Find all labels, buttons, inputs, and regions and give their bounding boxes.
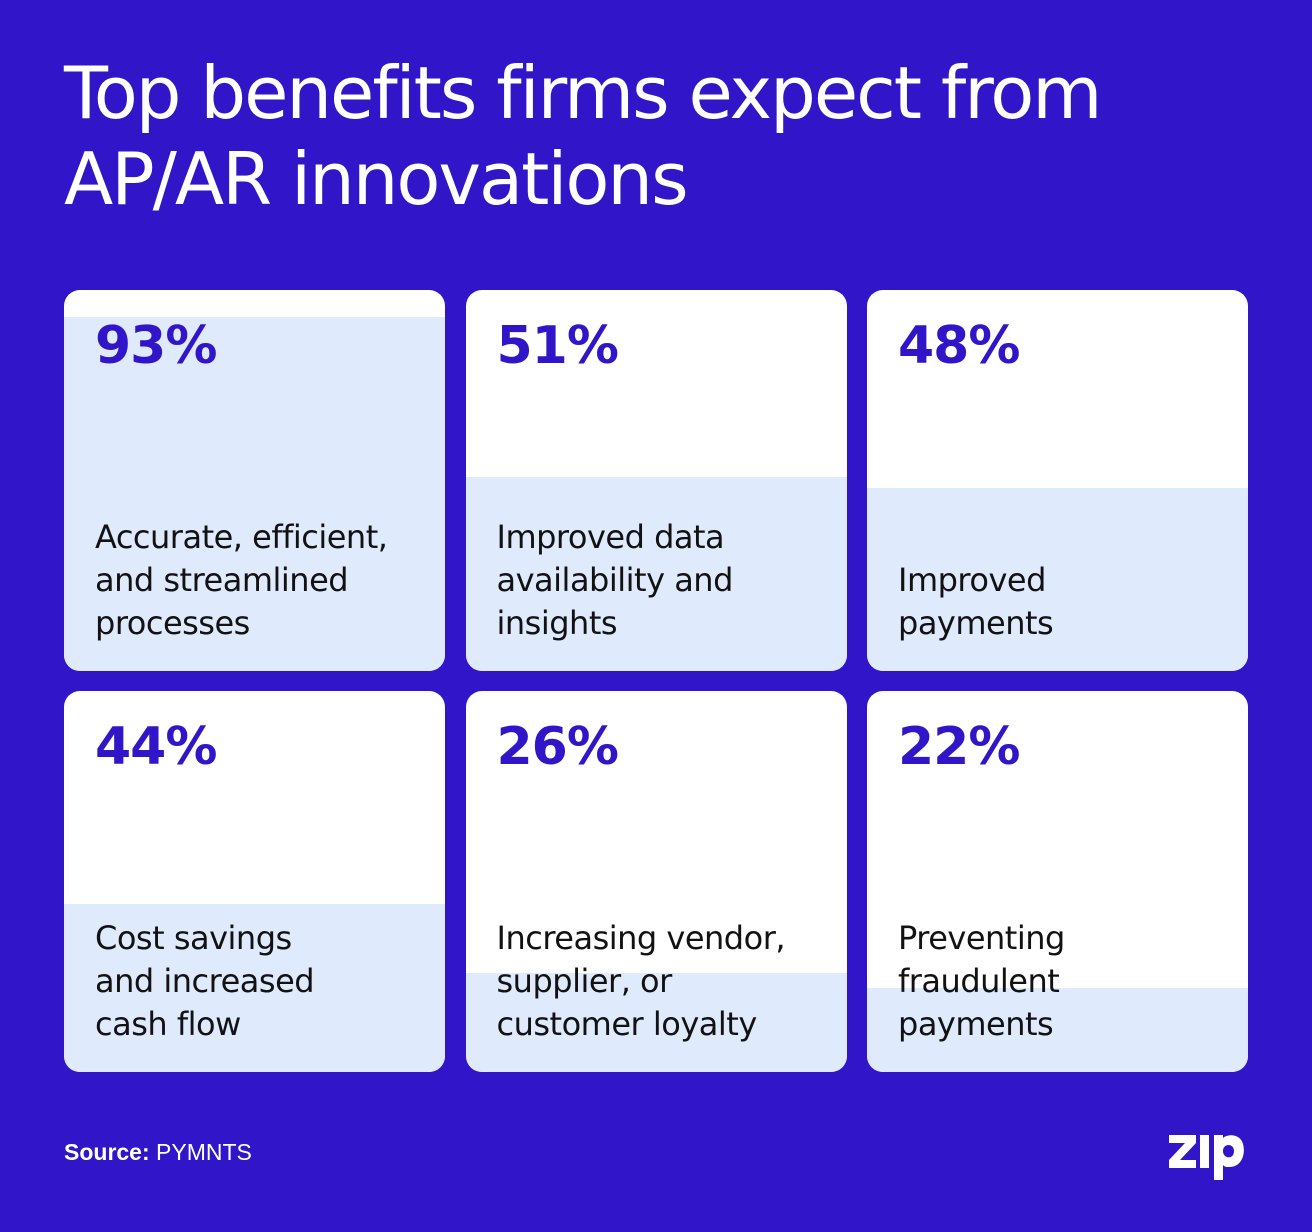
benefit-label: Preventing fraudulent payments xyxy=(898,919,1065,1043)
benefit-card: 44% Cost savings and increased cash flow xyxy=(64,691,445,1072)
source-note: Source: PYMNTS xyxy=(64,1138,252,1166)
percent-value: 48% xyxy=(898,316,1020,376)
percent-value: 22% xyxy=(898,717,1020,777)
zip-logo xyxy=(1169,1135,1244,1180)
percent-value: 26% xyxy=(496,717,619,777)
chart-title: Top benefits firms expect from AP/AR inn… xyxy=(64,51,1102,221)
benefit-card: 93% Accurate, efficient, and streamlined … xyxy=(64,290,445,671)
benefit-label: Cost savings and increased cash flow xyxy=(95,919,315,1043)
source-key: Source: xyxy=(64,1139,150,1165)
source-value: PYMNTS xyxy=(156,1139,252,1165)
benefits-grid: 93% Accurate, efficient, and streamlined … xyxy=(64,290,1248,1072)
percent-fill-bar xyxy=(465,972,847,1072)
benefit-card: 22% Preventing fraudulent payments xyxy=(867,691,1248,1072)
benefit-label: Improved payments xyxy=(898,561,1054,642)
benefit-card: 51% Improved data availability and insigh… xyxy=(465,290,847,671)
percent-fill-bar xyxy=(465,476,847,671)
percent-fill-bar xyxy=(64,316,445,671)
percent-value: 51% xyxy=(496,316,619,376)
percent-fill-bar xyxy=(64,904,445,1072)
benefit-label: Accurate, efficient, and streamlined pro… xyxy=(95,518,388,642)
percent-fill-bar xyxy=(867,488,1248,671)
benefit-card: 26% Increasing vendor, supplier, or custo… xyxy=(465,691,847,1072)
benefit-card: 48% Improved payments xyxy=(867,290,1248,671)
benefit-label: Increasing vendor, supplier, or customer… xyxy=(496,919,786,1043)
percent-value: 93% xyxy=(95,316,217,376)
benefit-label: Improved data availability and insights xyxy=(496,518,734,642)
percent-value: 44% xyxy=(95,717,217,777)
percent-fill-bar xyxy=(867,988,1248,1072)
